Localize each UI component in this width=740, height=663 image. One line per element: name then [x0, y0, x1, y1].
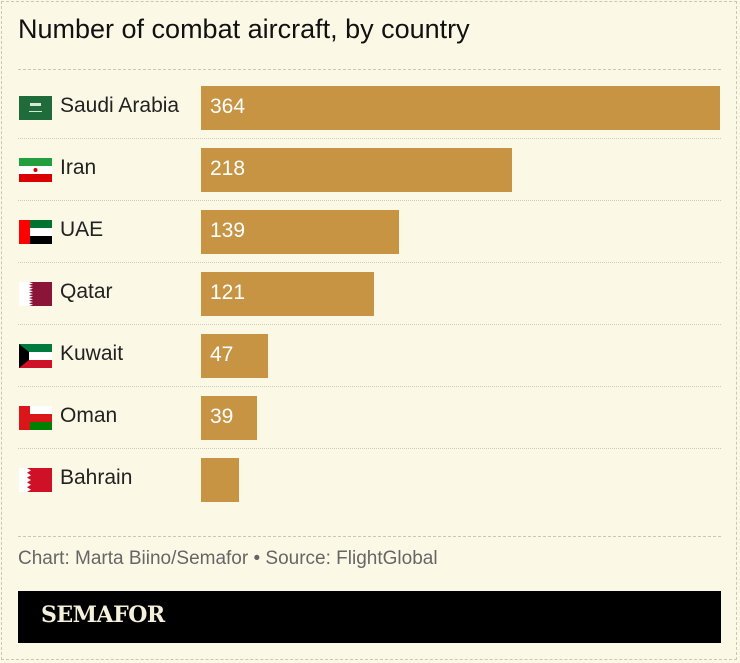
bar [201, 458, 240, 502]
bar: 121 [201, 272, 374, 316]
category-label: Qatar [60, 280, 113, 303]
row-divider [18, 138, 721, 139]
divider [18, 536, 721, 537]
category-label: Bahrain [60, 466, 133, 489]
bar-row: Qatar 121 [18, 263, 721, 325]
bar-row: Saudi Arabia 364 [18, 77, 721, 139]
chart-credit: Chart: Marta Biino/Semafor • Source: Fli… [18, 548, 438, 569]
category-label: Oman [60, 404, 118, 427]
bar: 218 [201, 148, 512, 192]
row-divider [18, 324, 721, 325]
semafor-logo: SEMAFOR [41, 602, 165, 628]
flag-bahrain-icon [19, 468, 52, 492]
flag-qatar-icon [19, 282, 52, 306]
bar: 139 [201, 210, 400, 254]
row-divider [18, 262, 721, 263]
brand-banner: SEMAFOR [18, 591, 721, 643]
flag-iran-icon [19, 158, 52, 182]
data-label: 218 [210, 157, 246, 180]
data-label: 47 [210, 343, 234, 366]
category-label: Kuwait [60, 342, 124, 365]
bar-row: Kuwait 47 [18, 325, 721, 387]
bar: 39 [201, 396, 257, 440]
data-label: 39 [210, 405, 234, 428]
flag-uae-icon [19, 220, 52, 244]
bar: 47 [201, 334, 268, 378]
bar-row: UAE 139 [18, 201, 721, 263]
row-divider [18, 386, 721, 387]
flag-saudi-arabia-icon [19, 96, 52, 120]
category-label: Saudi Arabia [60, 94, 180, 117]
chart-title: Number of combat aircraft, by country [18, 14, 470, 44]
data-label: 121 [210, 281, 246, 304]
bar-row: Bahrain [18, 449, 721, 511]
data-label: 139 [210, 219, 246, 242]
divider [18, 69, 721, 70]
row-divider [18, 200, 721, 201]
bar-row: Iran 218 [18, 139, 721, 201]
row-divider [18, 448, 721, 449]
category-label: Iran [60, 156, 97, 179]
flag-kuwait-icon [19, 344, 52, 368]
bar: 364 [201, 86, 720, 130]
category-label: UAE [60, 218, 104, 241]
bar-row: Oman 39 [18, 387, 721, 449]
flag-oman-icon [19, 406, 52, 430]
data-label: 364 [210, 95, 246, 118]
